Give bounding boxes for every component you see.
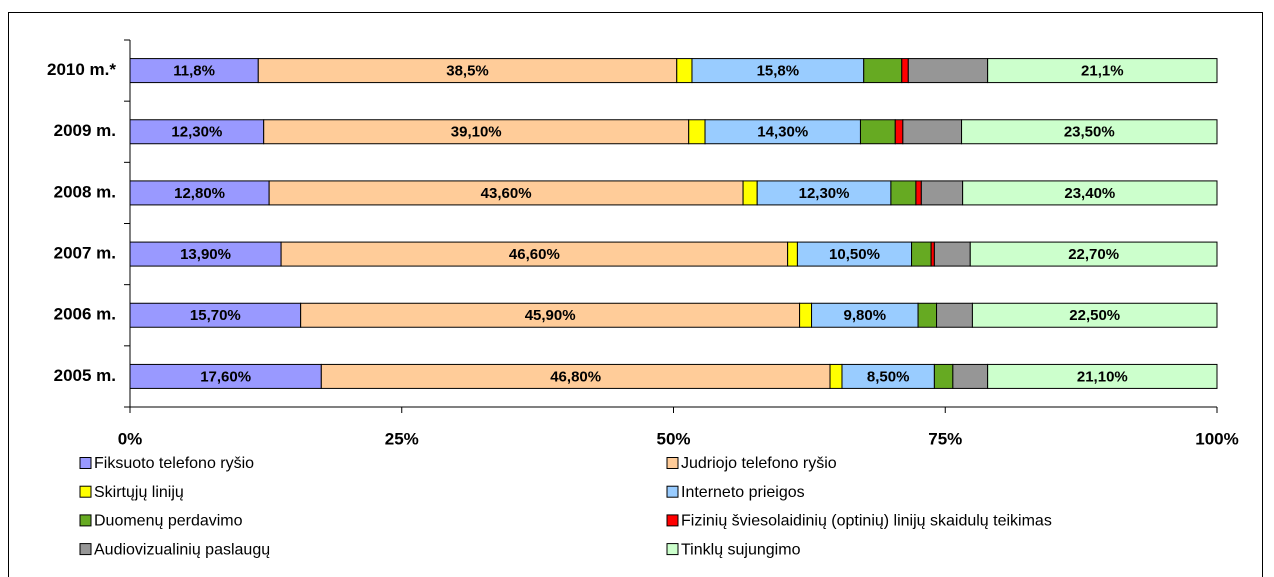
data-label: 38,5% [446, 63, 489, 80]
bar-segment [799, 302, 813, 328]
data-label: 15,8% [757, 63, 800, 80]
bar-segment [129, 119, 265, 145]
bar-segment [688, 119, 706, 145]
bar-segment [952, 363, 989, 389]
legend-label: Audiovizualinių paslaugų [94, 541, 270, 558]
data-label: 8,50% [867, 368, 910, 385]
bar-segment [902, 119, 963, 145]
bar-segment [704, 119, 861, 145]
data-label: 23,40% [1064, 185, 1115, 202]
bar-segment [971, 302, 1218, 328]
bar-segment [933, 241, 971, 267]
x-tick-label: 75% [928, 429, 962, 448]
y-tick-label: 2010 m.* [47, 60, 116, 79]
bar-segment [320, 363, 831, 389]
bar-segment [961, 119, 1218, 145]
bar-segment [915, 180, 922, 206]
data-label: 12,30% [799, 185, 850, 202]
x-tick-label: 100% [1195, 429, 1238, 448]
bar-segment [268, 180, 744, 206]
data-label: 9,80% [844, 307, 887, 324]
y-tick-label: 2008 m. [54, 182, 116, 201]
y-tick-label: 2009 m. [54, 121, 116, 140]
legend-swatch [666, 457, 679, 469]
bar-segment [933, 363, 954, 389]
frame [8, 12, 1263, 577]
legend-swatch [79, 514, 92, 527]
data-label: 22,70% [1068, 246, 1119, 263]
legend-label: Fiksuoto telefono ryšio [94, 455, 254, 472]
bar-segment [936, 302, 973, 328]
data-label: 45,90% [525, 307, 576, 324]
data-label: 10,50% [829, 246, 880, 263]
data-label: 21,10% [1077, 368, 1128, 385]
x-tick-label: 50% [656, 429, 690, 448]
data-label: 46,80% [550, 368, 601, 385]
legend-swatch [79, 485, 92, 498]
bar-segment [911, 241, 932, 267]
bar-segment [969, 241, 1218, 267]
bar-segment [787, 241, 798, 267]
legend-label: Fizinių šviesolaidinių (optinių) linijų … [681, 513, 1052, 530]
bar-segment [676, 58, 693, 84]
data-label: 13,90% [180, 246, 231, 263]
bar-segment [129, 241, 282, 267]
legend-label: Duomenų perdavimo [94, 513, 243, 530]
data-label: 15,70% [190, 307, 241, 324]
legend-swatch [666, 485, 679, 498]
y-tick-label: 2005 m. [54, 366, 116, 385]
legend-label: Interneto prieigos [681, 484, 805, 501]
legend-label: Skirtųjų linijų [94, 484, 184, 501]
data-label: 21,1% [1081, 63, 1124, 80]
bar-segment [859, 119, 896, 145]
bar-segment [894, 119, 904, 145]
x-tick-label: 25% [385, 429, 419, 448]
x-tick-label: 0% [118, 429, 143, 448]
data-label: 11,8% [173, 63, 215, 80]
bar-segment [829, 363, 843, 389]
bar-segment [811, 302, 919, 328]
bar-segment [920, 180, 964, 206]
data-label: 22,50% [1069, 307, 1120, 324]
bar-segment [263, 119, 690, 145]
y-tick-label: 2007 m. [54, 244, 116, 263]
data-label: 14,30% [757, 124, 808, 141]
legend-swatch [666, 514, 679, 527]
bar-segment [300, 302, 801, 328]
y-tick-label: 2006 m. [54, 305, 116, 324]
bar-segment [742, 180, 758, 206]
legend-swatch [79, 457, 92, 469]
bar-segment [863, 58, 903, 84]
bar-segment [907, 58, 989, 84]
bar-segment [987, 363, 1218, 389]
data-label: 12,80% [174, 185, 225, 202]
bar-segment [280, 241, 789, 267]
bar-segment [257, 58, 678, 84]
data-label: 17,60% [200, 368, 251, 385]
data-label: 43,60% [481, 185, 532, 202]
bar-segment [987, 58, 1218, 84]
data-label: 46,60% [509, 246, 560, 263]
bar-segment [962, 180, 1218, 206]
bar-segment [901, 58, 909, 84]
bar-segment [691, 58, 865, 84]
legend-label: Tinklų sujungimo [681, 541, 801, 558]
data-label: 39,10% [451, 124, 502, 141]
legend-label: Judriojo telefono ryšio [681, 455, 837, 472]
legend-swatch [79, 543, 92, 556]
legend-swatch [666, 543, 679, 556]
bar-segment [917, 302, 938, 328]
bar-segment [890, 180, 917, 206]
data-label: 12,30% [171, 124, 222, 141]
data-label: 23,50% [1064, 124, 1115, 141]
